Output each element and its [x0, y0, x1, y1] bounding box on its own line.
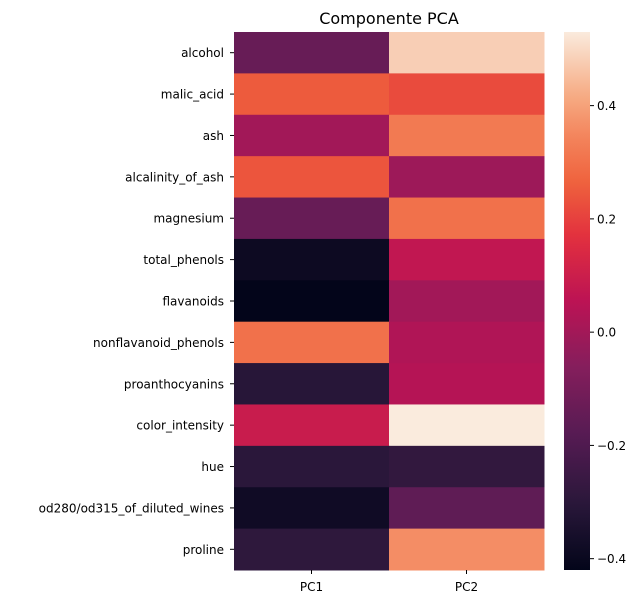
heatmap-cell — [234, 280, 390, 323]
column-label: PC1 — [300, 580, 323, 594]
heatmap-cell — [234, 197, 390, 240]
colorbar-gradient — [564, 32, 590, 570]
heatmap-cell — [234, 32, 390, 74]
heatmap-cell — [234, 114, 390, 157]
heatmap-cell — [389, 73, 545, 116]
colorbar-tick-label: 0.0 — [597, 326, 616, 340]
colorbar-tick-label: 0.4 — [597, 99, 616, 113]
colorbar-tick-label: −0.2 — [597, 439, 626, 453]
heatmap-cell — [234, 73, 390, 116]
row-label: proline — [183, 543, 224, 557]
heatmap-cell — [389, 487, 545, 530]
heatmap-cell — [389, 197, 545, 240]
row-label: alcohol — [181, 46, 224, 60]
heatmap-cell — [234, 363, 390, 405]
heatmap-cell — [389, 445, 545, 488]
heatmap-cell — [234, 321, 390, 364]
heatmap-cell — [389, 528, 545, 571]
heatmap-cell — [389, 238, 545, 281]
heatmap-cell — [234, 404, 390, 447]
row-label: proanthocyanins — [124, 377, 224, 391]
heatmap-cells — [234, 32, 545, 571]
heatmap-cell — [389, 156, 545, 199]
heatmap-cell — [234, 528, 390, 571]
heatmap-cell — [234, 487, 390, 530]
heatmap-cell — [389, 114, 545, 157]
row-label: ash — [203, 129, 224, 143]
colorbar-tick-label: 0.2 — [597, 212, 616, 226]
heatmap-cell — [389, 280, 545, 323]
heatmap-cell — [389, 321, 545, 364]
row-label: nonflavanoid_phenols — [93, 336, 224, 350]
row-label: total_phenols — [143, 253, 224, 267]
row-label: malic_acid — [161, 88, 224, 102]
row-label: flavanoids — [162, 295, 224, 309]
heatmap-cell — [234, 445, 390, 488]
heatmap-cell — [234, 238, 390, 281]
row-label: magnesium — [153, 212, 224, 226]
column-label: PC2 — [455, 580, 478, 594]
column-labels: PC1 PC2 — [300, 570, 478, 594]
heatmap-cell — [234, 156, 390, 199]
colorbar-tick-label: −0.4 — [597, 552, 626, 566]
colorbar: −0.4 −0.2 0.0 0.2 0.4 — [564, 32, 626, 570]
heatmap-cell — [389, 363, 545, 405]
chart-title: Componente PCA — [319, 9, 459, 28]
row-label: color_intensity — [136, 419, 224, 433]
row-label: alcalinity_of_ash — [125, 170, 224, 184]
row-label: hue — [201, 460, 224, 474]
row-label: od280/od315_of_diluted_wines — [39, 501, 224, 515]
heatmap-cell — [389, 404, 545, 447]
heatmap-cell — [389, 32, 545, 74]
